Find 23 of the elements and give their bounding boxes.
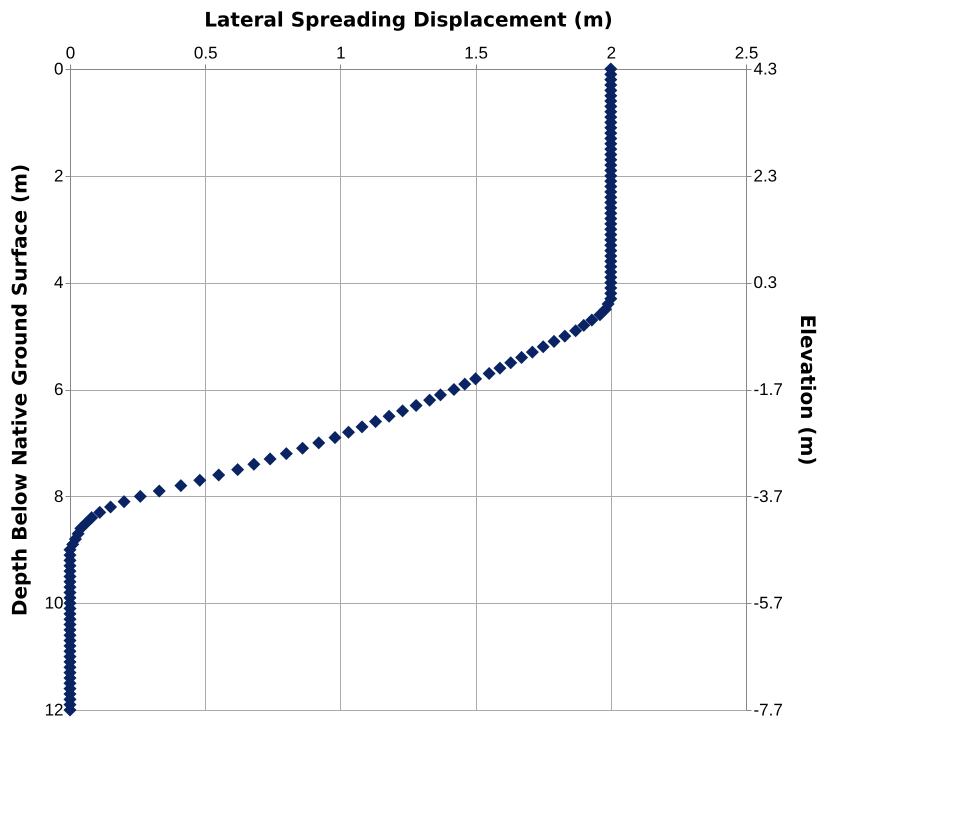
x-tick-label: 2	[606, 44, 616, 62]
y2-tick-label: 0.3	[754, 273, 778, 292]
y-tick-label: 0	[54, 60, 64, 78]
y-tick-label: 4	[54, 273, 64, 292]
y2-tick-label: 4.3	[754, 60, 778, 78]
y-tick-label: 6	[54, 380, 64, 399]
x-tick-label: 2.5	[734, 44, 758, 62]
x-tick-label: 1	[336, 44, 346, 62]
y2-tick-label: 2.3	[754, 166, 778, 186]
y2-axis-title: Elevation (m)	[796, 314, 820, 466]
y2-tick-label: -5.7	[754, 594, 783, 613]
y2-tick-label: -1.7	[754, 380, 783, 399]
x-axis-title: Lateral Spreading Displacement (m)	[204, 8, 613, 32]
y-axis-title: Depth Below Native Ground Surface (m)	[8, 164, 32, 616]
y-tick-label: 8	[54, 486, 64, 506]
y-tick-label: 10	[44, 594, 64, 613]
x-tick-label: 0.5	[194, 44, 218, 62]
y2-tick-label: -7.7	[754, 700, 783, 720]
y-tick-label: 2	[54, 166, 64, 186]
x-tick-label: 0	[66, 44, 76, 62]
x-tick-label: 1.5	[464, 44, 488, 62]
y2-tick-label: -3.7	[754, 486, 783, 506]
y-tick-label: 12	[44, 700, 64, 720]
